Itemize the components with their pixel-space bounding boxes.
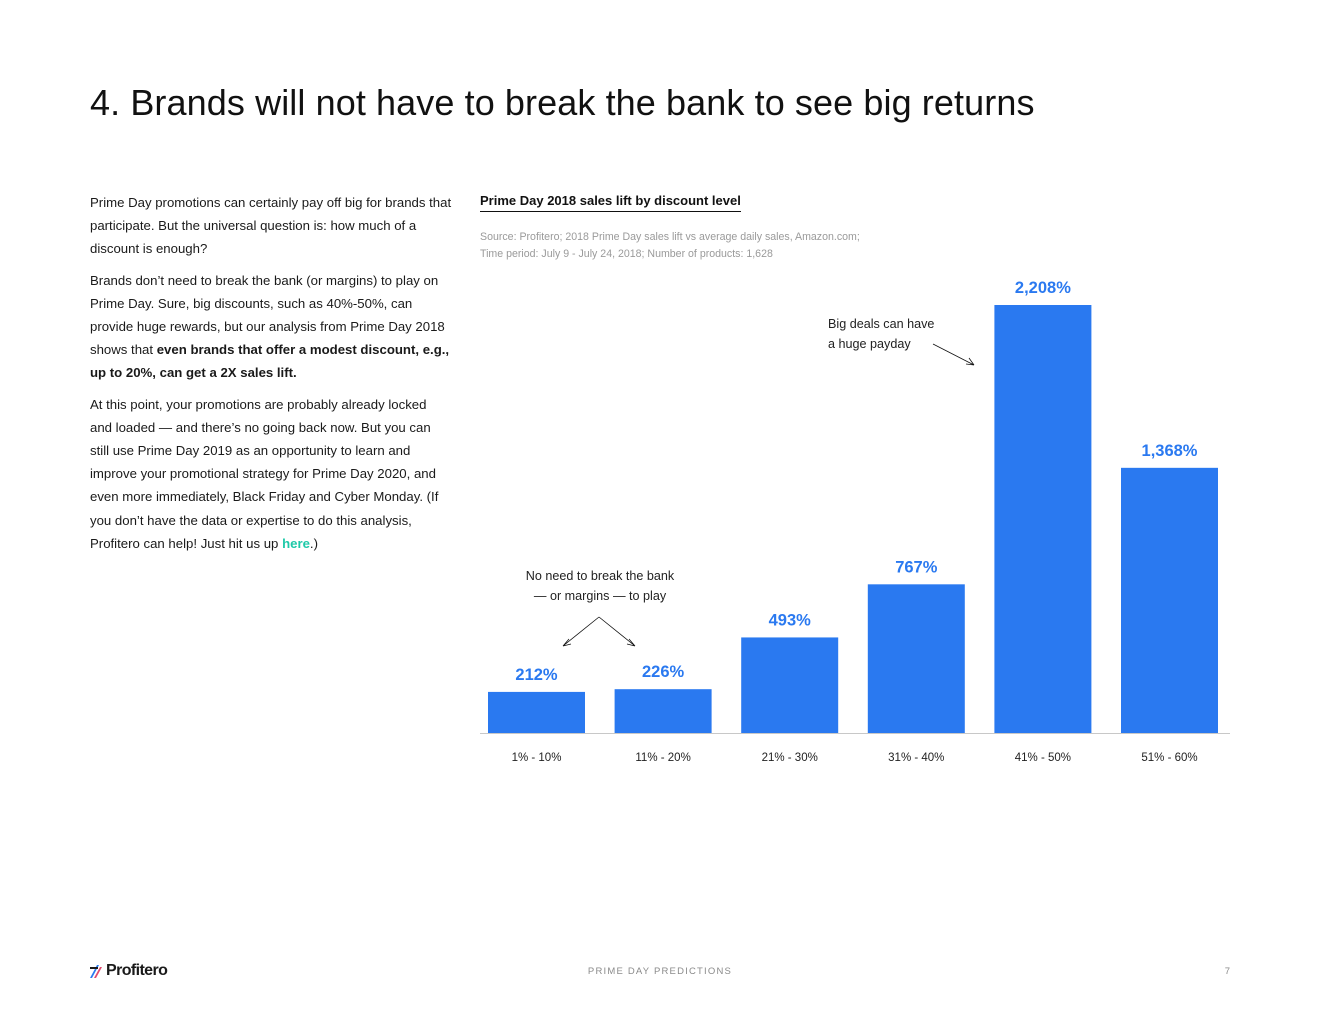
profitero-logo-icon [90, 965, 102, 978]
bars-group: 212% 1% - 10% 226% 11% - 20% 493% 21% - 30% 76… [488, 279, 1218, 764]
annotation-big-deals: Big deals can have a huge payday [828, 314, 934, 354]
paragraph-1: Prime Day promotions can certainly pay o… [90, 195, 452, 257]
logo-wordmark: Profitero [106, 962, 168, 979]
annotation-right-line-1: Big deals can have [828, 317, 935, 331]
annotation-left-line-1: No need to break the bank [525, 569, 675, 583]
bar-2 [614, 689, 712, 733]
category-label-3: 21% - 30% [762, 752, 818, 764]
value-label-6: 1,368% [1142, 442, 1198, 460]
arrow-to-bar-2 [598, 616, 636, 647]
bar-5 [994, 305, 1092, 733]
page-number: 7 [1224, 966, 1230, 977]
chart-source-line-1: Source: Profitero; 2018 Prime Day sales … [480, 231, 860, 243]
paragraph-3: At this point, your promotions are proba… [90, 393, 452, 555]
chart-source-line-2: Time period: July 9 - July 24, 2018; Num… [480, 248, 773, 260]
annotation-left-line-2: — or margins — to play [533, 589, 667, 603]
here-link[interactable]: here [282, 535, 310, 551]
category-label-5: 41% - 50% [1015, 752, 1071, 764]
paragraph-3-text: At this point, your promotions are proba… [90, 396, 439, 551]
category-label-6: 51% - 60% [1141, 752, 1197, 764]
value-label-3: 493% [769, 611, 812, 629]
value-label-2: 226% [642, 663, 685, 681]
category-label-4: 31% - 40% [888, 752, 944, 764]
paragraph-2: Brands don’t need to break the bank (or … [90, 269, 452, 385]
annotation-right-line-2: a huge payday [828, 337, 911, 351]
paragraph-2-text: Brands don’t need to break the bank (or … [90, 272, 445, 358]
category-label-2: 11% - 20% [635, 752, 690, 764]
page-title: 4. Brands will not have to break the ban… [90, 82, 1035, 123]
annotation-arrows [562, 343, 975, 647]
arrow-to-bar-1 [562, 616, 600, 647]
bar-1 [488, 691, 585, 733]
chart-title: Prime Day 2018 sales lift by discount le… [480, 193, 741, 212]
value-label-1: 212% [515, 666, 558, 684]
bar-4 [867, 584, 965, 733]
chart-source: Source: Profitero; 2018 Prime Day sales … [480, 229, 860, 263]
footer-section-title: PRIME DAY PREDICTIONS [587, 966, 733, 977]
value-label-4: 767% [895, 558, 938, 576]
bar-3 [741, 637, 839, 733]
value-label-5: 2,208% [1015, 279, 1071, 297]
paragraph-3-end: .) [309, 535, 318, 551]
annotation-modest-discount: No need to break the bank — or margins —… [510, 566, 690, 606]
bar-6 [1121, 467, 1218, 733]
body-text: Prime Day promotions can certainly pay o… [90, 191, 452, 563]
arrow-to-bar-5 [932, 343, 975, 366]
paragraph-2-emphasis: even brands that offer a modest discount… [90, 342, 450, 381]
category-label-1: 1% - 10% [512, 752, 562, 764]
profitero-logo: Profitero [90, 962, 168, 980]
